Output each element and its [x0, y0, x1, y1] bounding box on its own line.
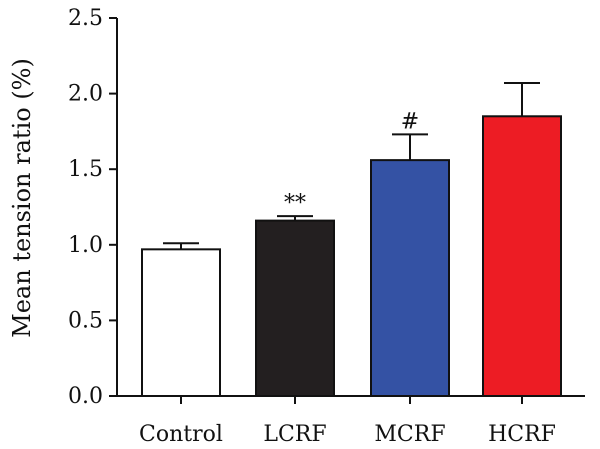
- y-axis-label: Mean tension ratio (%): [8, 58, 36, 338]
- bar-control: [141, 248, 221, 397]
- x-tick-label: Control: [139, 422, 223, 447]
- labels: 0.0 0.5 1.0 1.5 2.0 2.5 Control LCRF ** MCRF # HCRF: [68, 6, 556, 447]
- bars: [141, 82, 562, 397]
- bar-lcrf: [255, 219, 335, 397]
- bar-hcrf: [482, 115, 562, 397]
- significance-marker: #: [401, 109, 419, 134]
- y-tick-label: 2.5: [68, 6, 103, 31]
- y-tick-label: 1.0: [68, 233, 103, 258]
- significance-marker: **: [284, 191, 306, 216]
- x-tick-label: MCRF: [374, 422, 445, 447]
- x-tick-label: HCRF: [488, 422, 556, 447]
- y-tick-label: 2.0: [68, 82, 103, 107]
- x-tick-label: LCRF: [263, 422, 326, 447]
- y-tick-label: 1.5: [68, 157, 103, 182]
- y-tick-label: 0.0: [68, 384, 103, 409]
- bar-mcrf: [370, 159, 450, 397]
- y-tick-label: 0.5: [68, 308, 103, 333]
